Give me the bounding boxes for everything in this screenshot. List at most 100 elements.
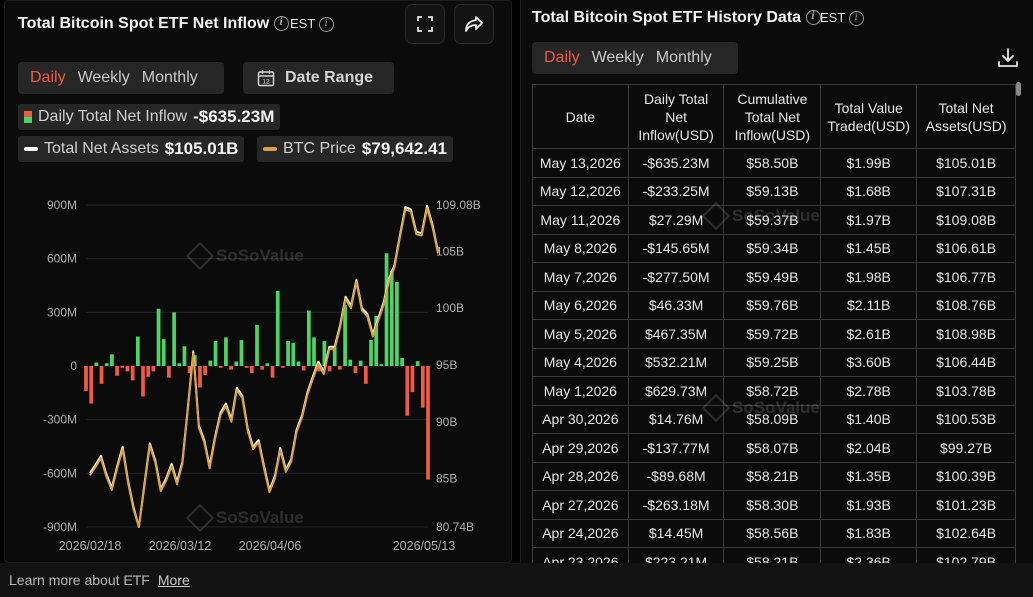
table-row[interactable]: May 12,2026 -$233.25M $59.13B $1.68B $107.31… <box>532 176 1016 206</box>
table-watermark-logo-icon <box>701 201 731 231</box>
inflow-bar <box>348 359 353 366</box>
history-tab-daily[interactable]: Daily <box>544 49 580 66</box>
table-row[interactable]: May 5,2026 $467.35M $59.72B $2.61B $108.98B <box>532 319 1016 349</box>
net-inflow-chart[interactable]: 900M 600M 300M 0 -300M -600M -900M 109.08B 105B 1… <box>0 0 512 563</box>
btc-price-value: $79,642.41 <box>361 139 447 158</box>
cell-cumulative-inflow: $59.49B <box>723 262 822 292</box>
cell-net-assets: $103.78B <box>916 376 1016 406</box>
table-row[interactable]: Apr 29,2026 -$137.77M $58.07B $2.04B $99.27B <box>532 433 1016 463</box>
table-row[interactable]: Apr 23,2026 $223.21M $58.21B $2.36B $102.79B <box>532 547 1016 563</box>
table-row[interactable]: May 13,2026 -$635.23M $58.50B $1.99B $105.01… <box>532 148 1016 178</box>
inflow-bar <box>286 340 290 366</box>
outflow-bar <box>218 366 223 368</box>
left-timezone: EST i <box>290 16 334 33</box>
watermark-logo: SoSoValue <box>185 241 304 271</box>
cell-net-assets: $106.77B <box>916 262 1016 292</box>
table-row[interactable]: Apr 30,2026 $14.76M $58.09B $1.40B $100.53B <box>532 404 1016 434</box>
cell-value-traded: $2.04B <box>820 433 918 463</box>
inflow-bar <box>374 315 379 366</box>
cell-cumulative-inflow: $59.72B <box>723 319 822 349</box>
inflow-bar <box>369 340 373 366</box>
right-timezone-info-icon[interactable]: i <box>848 11 864 27</box>
cell-date: Apr 24,2026 <box>532 518 629 548</box>
timezone-info-icon[interactable]: i <box>318 17 334 33</box>
outflow-bar <box>151 366 156 372</box>
download-icon[interactable] <box>996 46 1020 70</box>
col-cumulative-net-inflow[interactable]: Cumulative Total Net Inflow(USD) <box>723 84 822 149</box>
watermark-text: SoSoValue <box>216 246 304 265</box>
cell-value-traded: $1.35B <box>820 461 918 491</box>
cell-cumulative-inflow: $59.37B <box>723 205 822 235</box>
col-total-net-assets[interactable]: Total Net Assets(USD) <box>916 84 1016 149</box>
net-assets-label: Total Net Assets <box>44 140 159 157</box>
table-row[interactable]: May 7,2026 -$277.50M $59.49B $1.98B $106.77B <box>532 262 1016 292</box>
timezone-label: EST <box>290 16 316 31</box>
outflow-bar <box>410 366 415 393</box>
inflow-bar <box>177 363 182 366</box>
y-right-tick-label: 80.74B <box>436 520 474 534</box>
tab-weekly[interactable]: Weekly <box>77 69 130 86</box>
table-row[interactable]: Apr 24,2026 $14.45M $58.56B $1.83B $102.64B <box>532 518 1016 548</box>
table-row[interactable]: May 4,2026 $532.21M $59.25B $3.60B $106.44B <box>532 347 1016 377</box>
tab-daily[interactable]: Daily <box>30 69 66 86</box>
inflow-bar <box>161 339 166 366</box>
outflow-bar <box>187 366 192 374</box>
right-title-text: Total Bitcoin Spot ETF History Data <box>532 9 802 26</box>
table-row[interactable]: May 6,2026 $46.33M $59.76B $2.11B $108.76B <box>532 290 1016 320</box>
outflow-bar <box>281 366 285 368</box>
inflow-bar <box>239 340 244 366</box>
inflow-bar <box>208 360 213 366</box>
col-date[interactable]: Date <box>532 84 629 149</box>
cell-value-traded: $1.99B <box>820 148 918 178</box>
table-watermark-2: SoSoValue <box>701 393 820 423</box>
history-tab-monthly[interactable]: Monthly <box>655 49 712 66</box>
cell-date: Apr 28,2026 <box>532 461 629 491</box>
right-timezone-label: EST <box>820 10 846 25</box>
y-left-tick-label: 900M <box>47 198 77 212</box>
inflow-bar <box>265 363 270 366</box>
cell-cumulative-inflow: $58.72B <box>723 376 822 406</box>
y-right-tick-label: 105B <box>436 244 464 258</box>
tab-monthly[interactable]: Monthly <box>141 69 198 86</box>
daily-inflow-stat: Daily Total Net Inflow -$635.23M <box>18 104 281 130</box>
x-tick-label: 2026/05/13 <box>393 539 456 553</box>
col-total-value-traded[interactable]: Total Value Traded(USD) <box>820 84 918 149</box>
cell-daily-inflow: -$89.68M <box>627 461 725 491</box>
inflow-bar <box>255 324 259 366</box>
btc-price-stat[interactable]: BTC Price $79,642.41 <box>257 136 453 162</box>
cell-daily-inflow: $14.76M <box>627 404 725 434</box>
history-table: Date Daily Total Net Inflow(USD) Cumulat… <box>532 84 1016 563</box>
table-row[interactable]: May 1,2026 $629.73M $58.72B $2.78B $103.78B <box>532 376 1016 406</box>
cell-cumulative-inflow: $59.25B <box>723 347 822 377</box>
right-timezone: EST i <box>820 10 864 27</box>
daily-inflow-value: -$635.23M <box>193 107 275 126</box>
table-row[interactable]: Apr 27,2026 -$263.18M $58.30B $1.93B $101.23… <box>532 490 1016 520</box>
left-period-tabs: Daily Weekly Monthly <box>18 62 224 94</box>
history-table-viewport[interactable]: Date Daily Total Net Inflow(USD) Cumulat… <box>520 80 1020 563</box>
history-info-icon[interactable]: i <box>805 10 821 26</box>
left-title-text: Total Bitcoin Spot ETF Net Inflow <box>18 15 270 32</box>
cell-daily-inflow: -$233.25M <box>627 176 725 206</box>
cell-value-traded: $1.83B <box>820 518 918 548</box>
table-row[interactable]: May 8,2026 -$145.65M $59.34B $1.45B $106.61B <box>532 233 1016 263</box>
table-scrollbar[interactable] <box>1016 82 1021 96</box>
left-panel-title: Total Bitcoin Spot ETF Net Inflow i <box>18 15 289 33</box>
date-range-button[interactable]: 12 Date Range <box>243 62 394 94</box>
info-icon[interactable]: i <box>273 16 289 32</box>
history-tab-weekly[interactable]: Weekly <box>591 49 644 66</box>
table-row[interactable]: Apr 28,2026 -$89.68M $58.21B $1.35B $100.39B <box>532 461 1016 491</box>
y-right-tick-label: 95B <box>436 358 457 372</box>
col-daily-net-inflow[interactable]: Daily Total Net Inflow(USD) <box>627 84 725 149</box>
more-link[interactable]: More <box>157 572 190 588</box>
fullscreen-button[interactable] <box>405 4 445 44</box>
btc-line-legend-icon <box>263 147 277 151</box>
x-tick-label: 2026/04/06 <box>239 539 302 553</box>
daily-inflow-label: Daily Total Net Inflow <box>38 108 188 125</box>
share-button[interactable] <box>454 4 494 44</box>
cell-value-traded: $1.45B <box>820 233 918 263</box>
cell-daily-inflow: $532.21M <box>627 347 725 377</box>
history-table-header: Date Daily Total Net Inflow(USD) Cumulat… <box>532 84 1016 149</box>
outflow-bar <box>420 366 425 408</box>
net-assets-stat[interactable]: Total Net Assets $105.01B <box>18 136 245 162</box>
calendar-day-number: 12 <box>262 79 270 86</box>
